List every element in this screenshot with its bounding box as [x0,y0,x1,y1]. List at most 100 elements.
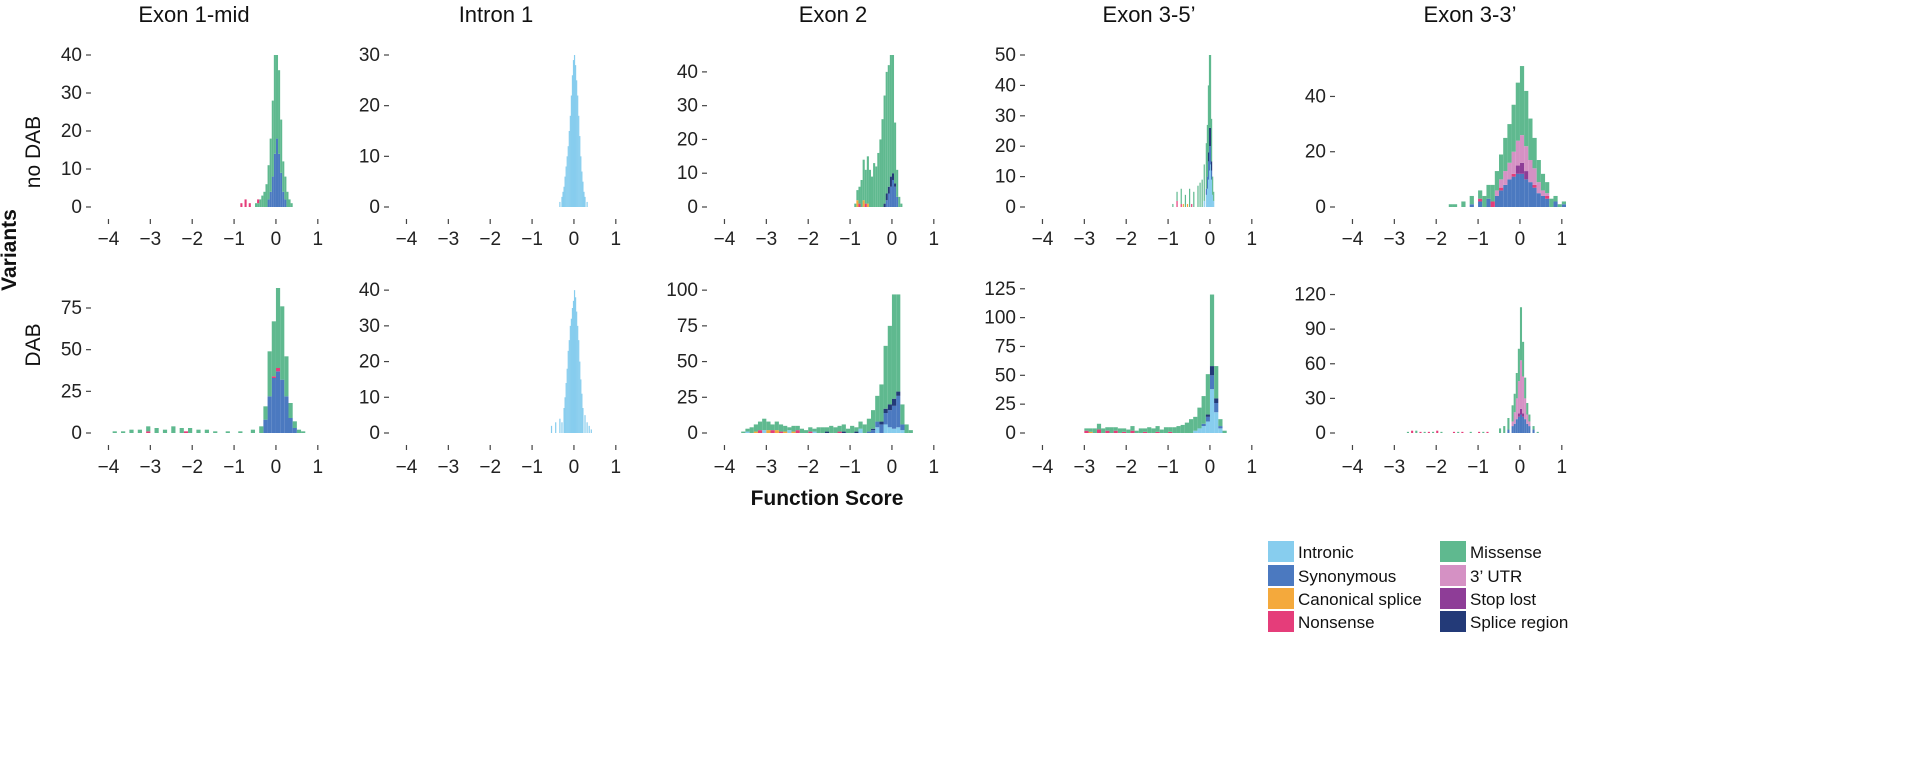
x-tick-label: −4 [1342,229,1364,250]
bar-3-utr [1519,360,1523,409]
bar-missense [824,427,830,432]
bar-missense [879,384,884,422]
bar-missense [871,410,876,429]
bar-missense [900,404,905,425]
y-tick-label: 75 [677,316,698,337]
bar-nonsense [1096,429,1102,433]
bar-splice-region [824,431,830,433]
bar-missense [1482,195,1487,207]
bar-missense [877,152,880,207]
legend-label: Canonical splice [1298,590,1422,609]
bar-intronic [573,55,576,207]
y-tick-label: 20 [61,121,82,142]
bar-intronic [875,427,880,433]
bar-intronic [580,156,582,207]
bar-intronic [572,300,575,433]
bar-intronic [563,408,565,433]
bar-synonymous [1207,161,1210,180]
bar-synonymous [1494,195,1500,207]
bar-missense [284,176,287,200]
x-tick-label: 1 [1557,457,1568,478]
bar-intronic [1201,426,1206,433]
bar-missense [1176,426,1181,433]
x-tick-label: 1 [929,229,940,250]
panel-exon2-dab: 0 25 50 75 100 −4 −3 −2 −1 0 1 [666,280,939,478]
bar-canonical-splice [856,200,859,207]
y-tick-label: 20 [359,352,380,373]
y-tick-label: 25 [677,387,698,408]
bar-missense [1205,143,1207,189]
legend-label: Stop lost [1470,590,1536,609]
bar-missense [1532,137,1537,169]
bar-missense [1507,124,1512,163]
bar-missense [1163,427,1169,433]
bar-intronic [561,422,563,433]
bar-intronic [583,191,585,207]
bar-missense [1499,154,1504,180]
bar-nonsense [1490,201,1495,207]
bar-missense [1524,377,1527,399]
bar-missense [1168,427,1173,432]
y-tick-label: 0 [369,197,380,218]
bar-missense [1172,427,1177,433]
x-tick-label: 0 [569,229,580,250]
bar-missense [887,65,890,187]
bar-synonymous [891,405,897,429]
bar-intronic [564,176,566,207]
bar-nonsense [1142,431,1148,433]
bar-missense [273,55,276,154]
bar-missense [1549,198,1554,207]
bar-synonymous [1540,195,1546,207]
x-tick-label: 1 [1247,457,1258,478]
bar-missense [1478,190,1483,199]
bar-missense [1208,55,1211,128]
x-tick-label: −2 [1115,457,1137,478]
bar-synonymous [1545,198,1550,207]
x-tick-label: −3 [438,229,460,250]
y-tick-label: 90 [1305,319,1326,340]
bar-canonical-splice [1088,431,1093,433]
bar-splice-region [889,176,892,187]
bar-canonical-splice [862,200,865,207]
y-tick-label: 50 [61,340,82,361]
bar-missense [1545,182,1550,194]
bar-synonymous [1515,419,1518,433]
bar-missense [816,427,821,433]
bar-missense [866,418,872,432]
x-tick-label: −2 [1425,229,1447,250]
bar-3-utr [1524,398,1527,420]
bar-nonsense [1478,198,1483,202]
bar-missense [204,429,209,433]
col-title-exon3-3: Exon 3-3’ [1424,2,1517,27]
bar-splice-region [1209,366,1215,376]
bar-canonical-splice [1186,203,1189,207]
bar-missense [275,55,279,139]
bar-synonymous [891,179,895,207]
y-tick-label: 50 [677,352,698,373]
bar-intronic [1209,164,1212,207]
bar-missense [269,138,272,192]
bar-missense [871,176,874,207]
bar-splice-region [883,203,886,207]
bar-nonsense [1084,430,1089,433]
bar-nonsense [1113,430,1118,433]
bar-intronic [581,171,583,207]
bar-missense [875,166,878,207]
bar-splice-region [896,391,901,396]
bar-missense [1134,430,1139,433]
bar-missense [854,203,857,207]
bar-3-utr [1499,179,1504,188]
y-tick-label: 0 [369,423,380,444]
bar-missense [1180,424,1185,433]
bar-missense [875,395,880,422]
x-tick-label: −2 [479,457,501,478]
y-tick-label: 10 [359,387,380,408]
bar-synonymous [1528,426,1531,433]
bar-missense [778,424,784,432]
bar-missense [1540,173,1546,191]
x-tick-label: −1 [839,229,861,250]
bar-intronic [566,368,568,433]
bar-missense [845,428,851,433]
bar-splice-region [891,173,895,180]
